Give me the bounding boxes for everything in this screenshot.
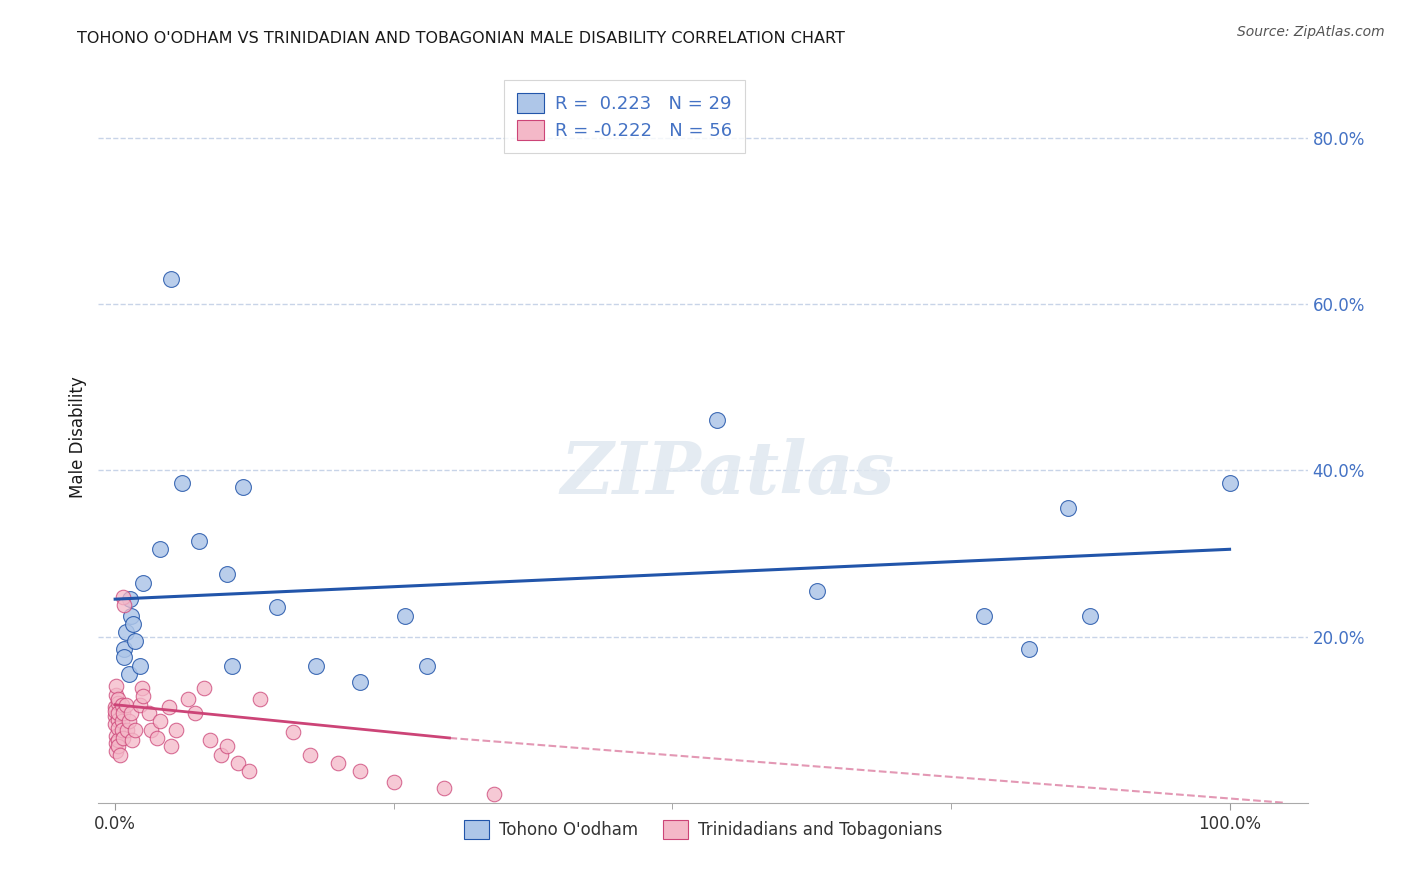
Point	[221, 658, 243, 673]
Point	[117, 723, 139, 737]
Point	[1018, 642, 1040, 657]
Point	[138, 706, 160, 720]
Point	[806, 583, 828, 598]
Point	[121, 733, 143, 747]
Point	[193, 681, 215, 695]
Point	[111, 723, 134, 737]
Point	[105, 744, 128, 758]
Point	[433, 780, 456, 795]
Point	[104, 708, 127, 723]
Point	[170, 475, 193, 490]
Point	[176, 692, 198, 706]
Point	[105, 736, 128, 750]
Point	[111, 590, 134, 604]
Point	[160, 272, 183, 286]
Point	[149, 714, 172, 729]
Point	[209, 747, 232, 762]
Point	[149, 542, 172, 557]
Point	[112, 650, 135, 665]
Point	[105, 729, 128, 743]
Point	[107, 739, 129, 754]
Point	[305, 658, 328, 673]
Point	[1219, 475, 1241, 490]
Point	[111, 698, 134, 712]
Point	[132, 690, 155, 704]
Point	[111, 706, 134, 720]
Point	[349, 764, 371, 779]
Point	[283, 725, 305, 739]
Point	[104, 716, 127, 731]
Point	[124, 633, 146, 648]
Point	[111, 731, 134, 745]
Point	[122, 617, 145, 632]
Point	[107, 733, 129, 747]
Y-axis label: Male Disability: Male Disability	[69, 376, 87, 498]
Text: ZIPatlas: ZIPatlas	[560, 438, 894, 509]
Point	[107, 696, 129, 710]
Point	[104, 705, 127, 719]
Point	[187, 533, 209, 548]
Point	[120, 706, 142, 720]
Point	[215, 567, 238, 582]
Point	[973, 608, 995, 623]
Point	[299, 747, 322, 762]
Point	[115, 625, 138, 640]
Point	[131, 681, 153, 695]
Point	[112, 642, 135, 657]
Point	[226, 756, 249, 770]
Point	[157, 700, 180, 714]
Point	[482, 788, 505, 802]
Point	[165, 723, 187, 737]
Point	[111, 714, 134, 729]
Point	[128, 698, 150, 712]
Point	[128, 658, 150, 673]
Point	[108, 747, 131, 762]
Point	[349, 675, 371, 690]
Point	[107, 713, 129, 727]
Point	[232, 480, 254, 494]
Point	[124, 723, 146, 737]
Point	[706, 413, 728, 427]
Point	[107, 692, 129, 706]
Point	[215, 739, 238, 754]
Point	[160, 739, 183, 754]
Point	[105, 680, 128, 694]
Point	[117, 714, 139, 729]
Point	[326, 756, 349, 770]
Point	[1057, 500, 1080, 515]
Point	[118, 592, 141, 607]
Text: TOHONO O'ODHAM VS TRINIDADIAN AND TOBAGONIAN MALE DISABILITY CORRELATION CHART: TOHONO O'ODHAM VS TRINIDADIAN AND TOBAGO…	[77, 31, 845, 46]
Point	[394, 608, 416, 623]
Point	[198, 733, 221, 747]
Point	[107, 706, 129, 720]
Point	[104, 700, 127, 714]
Point	[146, 731, 169, 745]
Point	[266, 600, 288, 615]
Point	[249, 692, 271, 706]
Point	[107, 721, 129, 735]
Point	[120, 608, 142, 623]
Point	[112, 598, 135, 612]
Point	[117, 667, 139, 681]
Point	[115, 698, 138, 712]
Point	[105, 688, 128, 702]
Text: Source: ZipAtlas.com: Source: ZipAtlas.com	[1237, 25, 1385, 39]
Point	[132, 575, 155, 590]
Point	[382, 775, 405, 789]
Legend: Tohono O'odham, Trinidadians and Tobagonians: Tohono O'odham, Trinidadians and Tobagon…	[457, 814, 949, 846]
Point	[184, 706, 207, 720]
Point	[139, 723, 162, 737]
Point	[1078, 608, 1101, 623]
Point	[238, 764, 260, 779]
Point	[416, 658, 439, 673]
